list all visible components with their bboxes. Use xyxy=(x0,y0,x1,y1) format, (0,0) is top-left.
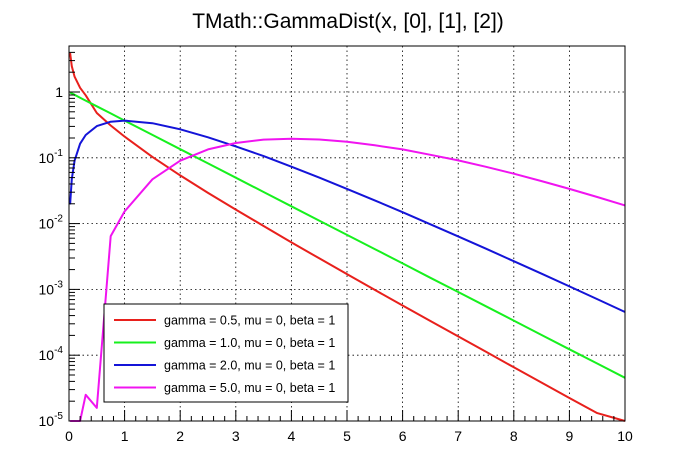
y-tick-label: 10-4 xyxy=(39,345,64,363)
chart-title: TMath::GammaDist(x, [0], [1], [2]) xyxy=(192,10,504,33)
y-tick-base: 10 xyxy=(39,216,55,232)
x-tick-label: 4 xyxy=(288,428,296,444)
x-tick-label: 10 xyxy=(617,428,633,444)
x-tick-label: 2 xyxy=(176,428,184,444)
y-tick-base: 10 xyxy=(39,281,55,297)
series-line-2 xyxy=(69,91,626,379)
y-tick-exponent: -2 xyxy=(54,214,63,225)
x-tick-label: 6 xyxy=(399,428,407,444)
legend: gamma = 0.5, mu = 0, beta = 1 gamma = 1.0… xyxy=(103,303,349,403)
x-tick-label: 8 xyxy=(510,428,518,444)
series-line-1 xyxy=(69,52,626,422)
y-tick-base: 1 xyxy=(55,84,63,100)
x-tick-label: 0 xyxy=(65,428,73,444)
legend-label: gamma = 0.5, mu = 0, beta = 1 xyxy=(164,314,335,328)
y-tick-exponent: -1 xyxy=(54,148,63,159)
y-tick-base: 10 xyxy=(39,413,55,429)
x-tick-label: 5 xyxy=(343,428,351,444)
series-line-3 xyxy=(69,119,626,313)
y-tick-label: 10-5 xyxy=(39,411,64,429)
y-tick-base: 10 xyxy=(39,150,55,166)
x-tick-label: 7 xyxy=(454,428,462,444)
legend-label: gamma = 2.0, mu = 0, beta = 1 xyxy=(164,359,335,373)
y-tick-label: 10-2 xyxy=(39,214,64,232)
y-tick-exponent: -4 xyxy=(54,345,63,356)
curves xyxy=(69,52,626,422)
y-tick-label: 10-1 xyxy=(39,148,64,166)
x-tick-label: 9 xyxy=(566,428,574,444)
legend-label: gamma = 1.0, mu = 0, beta = 1 xyxy=(164,336,335,350)
x-tick-label: 3 xyxy=(232,428,240,444)
y-tick-label: 1 xyxy=(55,84,63,100)
x-tick-label: 1 xyxy=(121,428,129,444)
y-tick-label: 10-3 xyxy=(39,279,64,297)
legend-label: gamma = 5.0, mu = 0, beta = 1 xyxy=(164,381,335,395)
y-tick-exponent: -3 xyxy=(54,279,63,290)
y-tick-exponent: -5 xyxy=(54,411,63,422)
series-line-4 xyxy=(70,137,626,422)
y-tick-base: 10 xyxy=(39,347,55,363)
